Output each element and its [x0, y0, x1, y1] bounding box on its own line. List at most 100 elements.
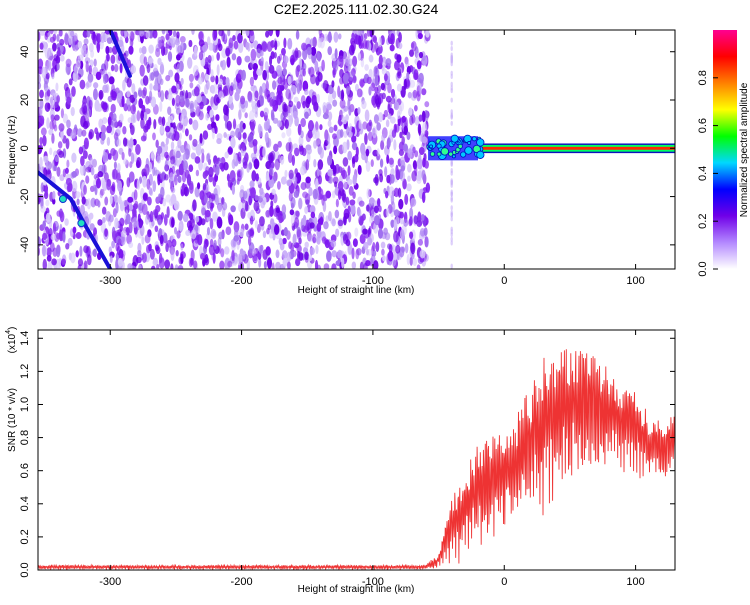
- heatmap-noise-blob: [411, 41, 417, 52]
- heatmap-noise-blob: [344, 56, 351, 67]
- heatmap-noise-blob: [79, 79, 86, 90]
- heatmap-noise-blob: [124, 30, 128, 39]
- heatmap-noise-blob: [292, 85, 297, 95]
- heatmap-noise-blob: [266, 257, 273, 269]
- heatmap-noise-blob: [164, 259, 171, 269]
- heatmap-noise-blob: [56, 63, 60, 71]
- heatmap-noise-blob: [272, 193, 278, 204]
- heatmap-noise-blob: [83, 38, 89, 45]
- heatmap-noise-blob: [355, 146, 359, 157]
- heatmap-noise-blob: [152, 132, 156, 141]
- heatmap-noise-blob: [317, 159, 324, 171]
- heatmap-noise-blob: [268, 177, 275, 188]
- heatmap-noise-blob: [302, 68, 306, 77]
- heatmap-noise-blob: [273, 143, 279, 152]
- heatmap-noise-blob: [220, 248, 225, 258]
- heatmap-noise-blob: [188, 134, 193, 141]
- heatmap-noise-blob: [178, 223, 183, 232]
- heatmap-noise-blob: [113, 194, 118, 203]
- heatmap-noise-blob: [289, 209, 295, 216]
- heatmap-noise-blob: [357, 30, 362, 37]
- heatmap-noise-blob: [115, 202, 119, 214]
- heatmap-noise-blob: [132, 207, 137, 217]
- heatmap-noise-blob: [113, 161, 117, 170]
- heatmap-noise-blob: [227, 30, 231, 37]
- heatmap-noise-blob: [241, 142, 246, 152]
- heatmap-tone-blob: [440, 147, 449, 156]
- heatmap-noise-blob: [242, 251, 246, 260]
- heatmap-noise-blob: [229, 170, 236, 183]
- heatmap-noise-blob: [290, 214, 295, 227]
- heatmap-noise-blob: [304, 88, 309, 96]
- heatmap-noise-blob: [281, 132, 286, 139]
- heatmap-noise-blob: [117, 180, 123, 192]
- heatmap-streak-blob: [450, 232, 453, 238]
- heatmap-noise-blob: [97, 219, 103, 226]
- heatmap-noise-blob: [343, 215, 347, 226]
- heatmap-noise-blob: [95, 71, 102, 81]
- heatmap-noise-blob: [302, 100, 306, 109]
- snr-scale-exp: 4: [5, 330, 12, 334]
- heatmap-noise-blob: [102, 151, 109, 163]
- heatmap-noise-blob: [386, 137, 391, 149]
- heatmap-noise-blob: [292, 233, 297, 246]
- heatmap-noise-blob: [79, 164, 85, 176]
- heatmap-noise-blob: [185, 229, 191, 237]
- heatmap-noise-blob: [418, 114, 423, 122]
- heatmap-noise-blob: [218, 30, 224, 37]
- heatmap-noise-blob: [174, 38, 181, 46]
- heatmap-noise-blob: [178, 95, 185, 103]
- heatmap-noise-blob: [101, 206, 107, 215]
- heatmap-noise-blob: [407, 175, 411, 182]
- heatmap-noise-blob: [244, 223, 249, 231]
- heatmap-noise-blob: [195, 215, 200, 223]
- heatmap-noise-blob: [326, 250, 332, 262]
- heatmap-noise-blob: [56, 232, 63, 240]
- heatmap-noise-blob: [337, 180, 344, 191]
- heatmap-noise-blob: [148, 90, 153, 101]
- heatmap-noise-blob: [393, 209, 400, 217]
- heatmap-noise-blob: [296, 82, 301, 95]
- heatmap-noise-blob: [324, 239, 330, 249]
- heatmap-noise-blob: [53, 54, 59, 62]
- heatmap-noise-blob: [189, 218, 195, 229]
- heatmap-noise-blob: [56, 210, 62, 217]
- heatmap-noise-blob: [254, 90, 259, 99]
- heatmap-noise-blob: [305, 176, 311, 184]
- heatmap-noise-blob: [332, 68, 337, 76]
- heatmap-noise-blob: [201, 152, 205, 164]
- heatmap-noise-blob: [403, 218, 409, 227]
- heatmap-noise-blob: [177, 210, 183, 221]
- heatmap-noise-blob: [244, 112, 248, 119]
- heatmap-noise-blob: [45, 159, 49, 171]
- heatmap-noise-blob: [174, 264, 179, 269]
- heatmap-noise-blob: [80, 204, 85, 216]
- heatmap-noise-blob: [212, 176, 217, 187]
- heatmap-noise-blob: [207, 54, 212, 64]
- heatmap-noise-blob: [98, 164, 104, 174]
- heatmap-noise-blob: [302, 62, 307, 71]
- heatmap-noise-blob: [383, 73, 388, 82]
- heatmap-noise-blob: [262, 69, 268, 81]
- heatmap-noise-blob: [44, 96, 51, 104]
- heatmap-noise-blob: [356, 248, 362, 256]
- heatmap-streak-blob: [450, 81, 453, 87]
- heatmap-noise-blob: [156, 263, 160, 269]
- heatmap-noise-blob: [142, 193, 148, 201]
- heatmap-noise-blob: [377, 112, 384, 123]
- heatmap-noise-blob: [214, 125, 218, 135]
- heatmap-noise-blob: [390, 88, 396, 98]
- heatmap-noise-blob: [133, 189, 138, 201]
- heatmap-noise-blob: [205, 113, 209, 121]
- heatmap-noise-blob: [366, 76, 372, 85]
- heatmap-noise-blob: [110, 64, 115, 72]
- heatmap-noise-blob: [168, 69, 174, 78]
- heatmap-noise-blob: [82, 105, 88, 116]
- heatmap-noise-blob: [402, 178, 407, 190]
- heatmap-noise-blob: [242, 161, 248, 169]
- heatmap-noise-blob: [250, 48, 257, 61]
- heatmap-noise-blob: [156, 155, 161, 164]
- heatmap-noise-blob: [421, 214, 425, 221]
- heatmap-noise-blob: [369, 215, 374, 224]
- heatmap-noise-blob: [105, 45, 110, 55]
